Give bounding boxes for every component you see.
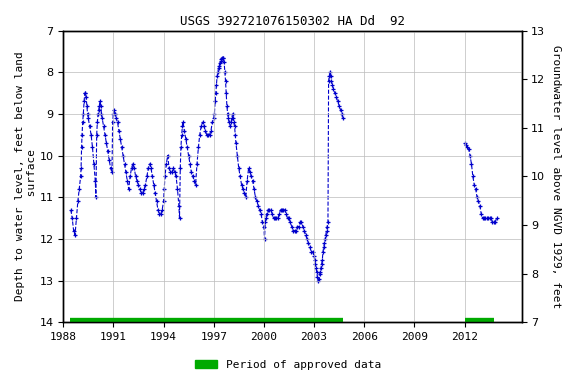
Legend: Period of approved data: Period of approved data [191,356,385,375]
Title: USGS 392721076150302 HA Dd  92: USGS 392721076150302 HA Dd 92 [180,15,405,28]
Y-axis label: Depth to water level, feet below land
 surface: Depth to water level, feet below land su… [15,51,37,301]
Y-axis label: Groundwater level above NGVD 1929, feet: Groundwater level above NGVD 1929, feet [551,45,561,308]
